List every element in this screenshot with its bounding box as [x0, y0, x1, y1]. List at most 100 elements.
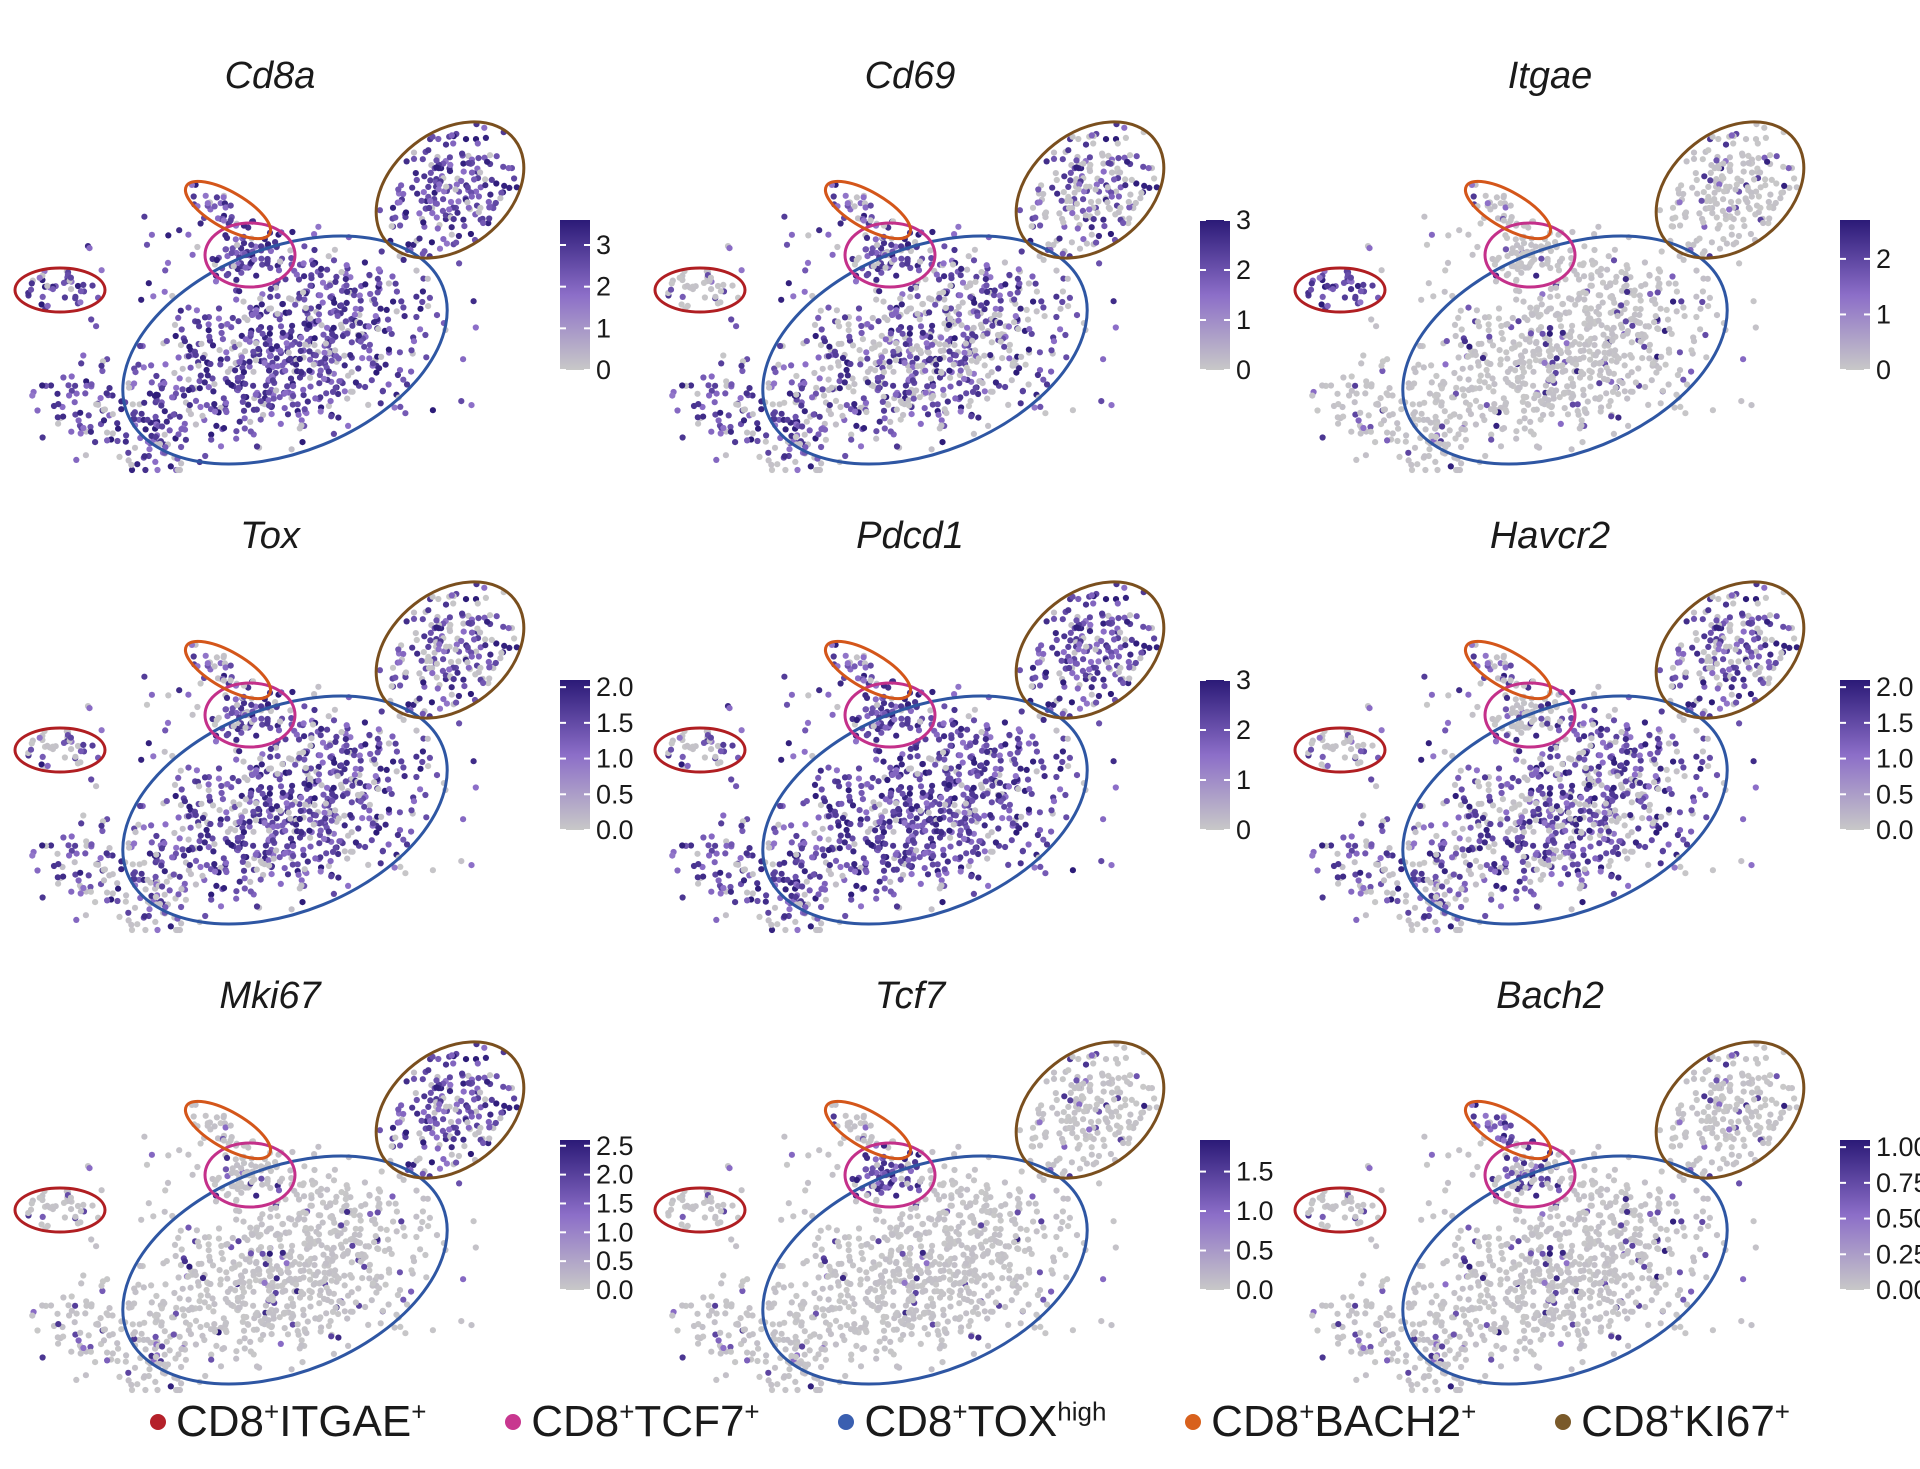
cell-point: [1100, 168, 1107, 175]
cell-point: [738, 267, 745, 274]
cell-point: [1530, 382, 1537, 389]
cell-point: [1432, 413, 1439, 420]
cell-point: [1618, 324, 1626, 331]
cell-point: [317, 367, 324, 374]
cell-point: [788, 379, 795, 386]
cell-point: [232, 827, 239, 834]
cell-point: [1595, 223, 1602, 230]
cell-point: [1570, 392, 1577, 400]
cell-point: [419, 250, 426, 257]
cell-point: [872, 236, 879, 243]
cell-point: [1132, 199, 1139, 207]
cell-point: [486, 152, 494, 159]
cell-point: [1624, 330, 1631, 337]
cell-point: [1308, 280, 1315, 287]
cell-point: [234, 702, 241, 709]
cell-point: [442, 601, 450, 608]
cell-point: [377, 305, 384, 312]
cell-point: [174, 926, 181, 934]
cell-point: [385, 806, 392, 813]
cell-point: [1680, 376, 1687, 383]
cell-point: [304, 858, 311, 865]
cell-point: [916, 394, 923, 401]
cell-point: [1662, 361, 1669, 368]
cell-point: [873, 276, 880, 283]
cell-point: [1056, 210, 1063, 217]
cell-point: [377, 860, 384, 867]
cell-point: [213, 716, 220, 724]
cell-point: [352, 839, 359, 846]
cell-point: [426, 204, 433, 212]
cell-point: [257, 295, 264, 302]
cell-point: [1348, 373, 1355, 380]
cell-point: [178, 460, 185, 467]
cell-point: [192, 421, 199, 428]
cell-point: [204, 832, 211, 839]
cell-point: [1672, 214, 1679, 221]
cell-point: [158, 402, 165, 409]
cell-point: [178, 886, 185, 893]
cell-point: [180, 852, 188, 859]
cell-point: [880, 298, 887, 305]
cell-point: [375, 785, 382, 793]
cell-point: [1587, 374, 1594, 381]
cell-point: [1486, 333, 1493, 340]
cell-point: [195, 822, 202, 829]
cell-point: [1083, 183, 1090, 190]
cell-point: [311, 335, 318, 342]
cell-point: [837, 372, 844, 379]
cell-point: [1513, 428, 1520, 435]
cell-point: [758, 406, 765, 413]
cell-point: [684, 282, 691, 289]
cell-point: [1595, 311, 1603, 318]
cell-point: [218, 329, 225, 337]
cell-point: [146, 390, 153, 397]
cell-point: [419, 758, 426, 766]
cell-point: [1069, 210, 1076, 217]
cell-point: [788, 231, 795, 238]
cell-point: [338, 729, 345, 736]
cell-point: [1755, 155, 1762, 162]
cell-point: [1100, 356, 1107, 363]
cell-point: [286, 755, 293, 762]
cell-point: [1525, 401, 1532, 408]
cell-point: [1477, 220, 1484, 227]
cell-point: [969, 331, 976, 338]
cell-point: [289, 322, 296, 329]
cell-point: [1521, 425, 1528, 432]
cell-point: [1524, 316, 1531, 324]
cell-point: [454, 669, 461, 676]
cell-point: [1126, 152, 1134, 159]
cell-point: [128, 466, 136, 474]
cell-point: [301, 733, 308, 740]
cell-point: [836, 323, 843, 330]
cell-point: [315, 303, 322, 310]
cell-point: [336, 838, 343, 845]
cell-point: [199, 872, 206, 879]
cell-point: [266, 353, 274, 360]
cell-point: [679, 382, 686, 389]
cell-point: [233, 276, 240, 283]
cell-point: [1138, 189, 1145, 196]
cell-point: [109, 871, 116, 878]
cell-point: [1538, 301, 1545, 308]
cell-point: [224, 368, 231, 375]
cell-point: [1503, 272, 1510, 279]
cell-point: [1099, 150, 1106, 157]
cell-point: [465, 160, 472, 167]
cell-point: [1709, 407, 1716, 414]
cell-point: [300, 260, 307, 267]
cell-point: [277, 323, 285, 330]
cell-point: [765, 449, 772, 456]
cell-point: [321, 835, 328, 842]
cell-point: [222, 706, 230, 713]
cell-point: [829, 251, 836, 258]
cell-point: [163, 878, 170, 885]
cell-point: [1569, 322, 1576, 329]
cell-point: [848, 436, 855, 443]
cell-point: [1022, 361, 1029, 368]
cell-point: [1094, 209, 1101, 216]
cell-point: [189, 251, 196, 258]
cell-point: [258, 255, 265, 262]
cell-point: [240, 867, 248, 874]
